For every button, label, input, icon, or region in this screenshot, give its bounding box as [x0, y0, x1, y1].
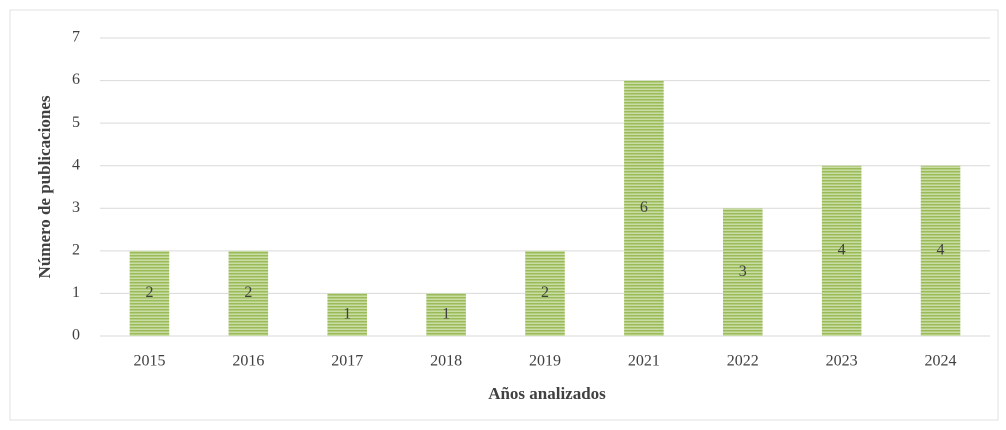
- y-tick-label: 1: [72, 284, 80, 301]
- x-tick-label: 2024: [925, 353, 957, 370]
- bar: [920, 165, 961, 336]
- data-label: 2: [541, 284, 549, 301]
- x-axis-title: Años analizados: [488, 384, 606, 403]
- data-label: 1: [442, 305, 450, 322]
- bar: [129, 250, 170, 336]
- bar: [426, 293, 466, 336]
- y-tick-label: 2: [72, 242, 80, 259]
- x-tick-label: 2017: [331, 353, 363, 370]
- data-label: 4: [838, 242, 846, 259]
- data-label: 2: [145, 284, 153, 301]
- bar: [327, 293, 367, 336]
- x-tick-label: 2019: [529, 353, 561, 370]
- y-axis-title: Número de publicaciones: [35, 95, 54, 278]
- bar: [723, 208, 763, 336]
- x-tick-label: 2015: [133, 353, 165, 370]
- y-tick-label: 0: [72, 327, 80, 344]
- bar: [624, 80, 664, 336]
- data-label: 4: [937, 242, 945, 259]
- chart-frame: [9, 9, 999, 421]
- x-tick-label: 2022: [727, 353, 759, 370]
- data-label: 6: [640, 199, 648, 216]
- y-tick-label: 7: [72, 29, 80, 46]
- data-label: 2: [244, 284, 252, 301]
- bar: [228, 250, 269, 336]
- x-tick-label: 2016: [232, 353, 264, 370]
- x-tick-label: 2023: [826, 353, 858, 370]
- x-tick-label: 2021: [628, 353, 660, 370]
- y-tick-label: 3: [72, 199, 80, 216]
- data-label: 1: [343, 305, 351, 322]
- y-tick-label: 6: [72, 71, 80, 88]
- y-tick-label: 4: [72, 156, 80, 173]
- bar: [821, 165, 862, 336]
- y-tick-label: 5: [72, 114, 80, 131]
- x-tick-label: 2018: [430, 353, 462, 370]
- bar: [525, 250, 565, 336]
- data-label: 3: [739, 263, 747, 280]
